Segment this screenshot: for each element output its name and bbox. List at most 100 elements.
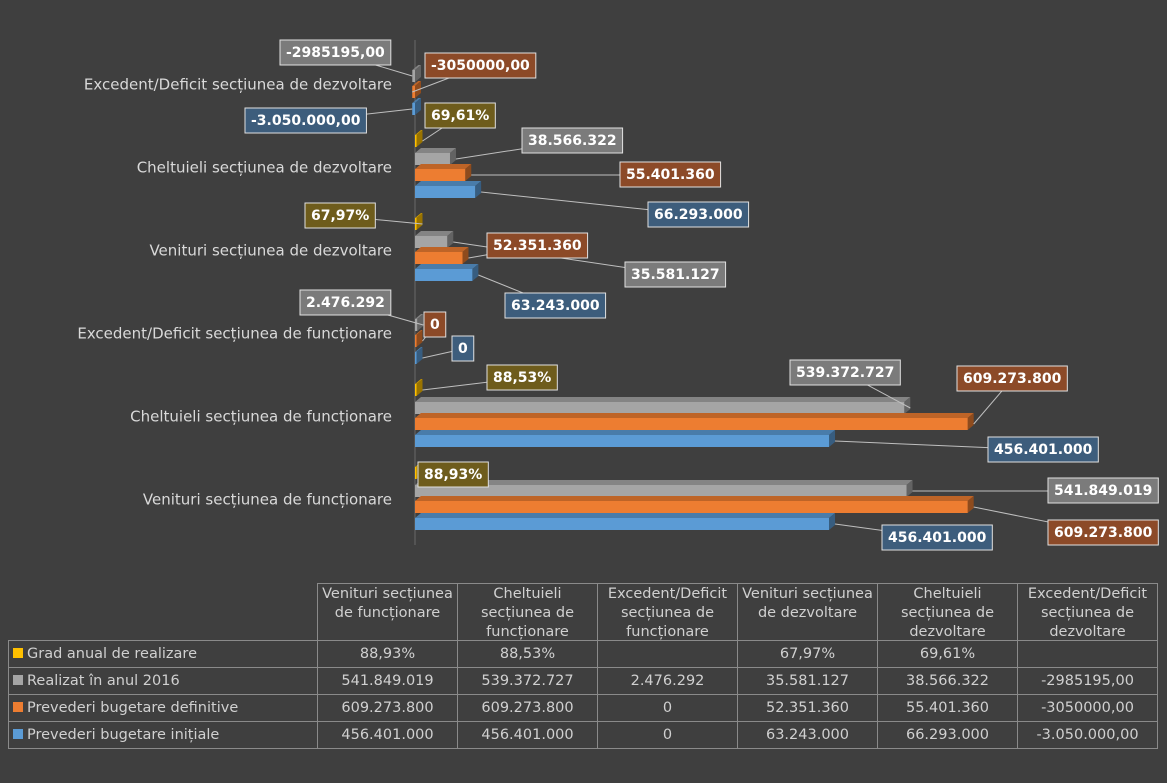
data-label: 0: [458, 341, 468, 357]
table-cell: 456.401.000: [318, 722, 458, 749]
data-label-box: [424, 52, 537, 79]
bar: [415, 181, 482, 198]
table-row-label: Grad anual de realizare: [8, 641, 318, 668]
bar-top: [415, 413, 974, 418]
bar: [415, 231, 454, 248]
bar-top: [415, 379, 423, 384]
bar-top: [415, 513, 836, 518]
bar-top: [415, 347, 423, 352]
bar-face: [415, 319, 418, 331]
bar: [412, 98, 421, 115]
table-cell: 456.401.000: [458, 722, 598, 749]
data-label: 0: [430, 317, 440, 333]
table-cell: 63.243.000: [738, 722, 878, 749]
table-cell: 609.273.800: [318, 695, 458, 722]
bar-face: [415, 402, 905, 414]
table-corner: [8, 583, 318, 641]
bar-side: [967, 496, 974, 513]
bar-top: [415, 181, 482, 186]
bar-top: [415, 430, 836, 435]
category-label: Venituri secțiunea de funcționare: [143, 491, 392, 509]
data-label-box: [521, 127, 624, 154]
data-label-box: [987, 436, 1099, 463]
bar: [415, 148, 456, 165]
data-label: 67,97%: [311, 208, 369, 224]
data-label: 63.243.000: [511, 298, 600, 314]
data-label-box: [299, 289, 392, 316]
table-cell: 88,53%: [458, 641, 598, 668]
bar-face: [415, 501, 968, 513]
table-cell: 0: [598, 695, 738, 722]
bar: [415, 430, 836, 447]
table-header: Excedent/Deficit secțiunea de funcționar…: [598, 583, 738, 641]
bar-top: [415, 480, 913, 485]
table-cell: -2985195,00: [1018, 668, 1158, 695]
bar: [415, 480, 913, 497]
category-label: Cheltuieli secțiunea de funcționare: [130, 408, 392, 426]
bar-side: [829, 513, 836, 530]
bar-side: [462, 247, 469, 264]
table-cell: 609.273.800: [458, 695, 598, 722]
table-header: Excedent/Deficit secțiunea de dezvoltare: [1018, 583, 1158, 641]
table-cell: 69,61%: [878, 641, 1018, 668]
bar-side: [417, 314, 424, 331]
bar-side: [829, 430, 836, 447]
data-label: 55.401.360: [626, 167, 715, 183]
bar-face: [415, 435, 830, 447]
bar-side: [472, 264, 479, 281]
category-label: Venituri secțiunea de dezvoltare: [149, 242, 392, 260]
data-label-box: [279, 39, 392, 66]
bar: [415, 397, 911, 414]
data-label: 38.566.322: [528, 133, 617, 149]
data-label: 88,93%: [424, 467, 482, 483]
bar: [415, 213, 423, 230]
data-label: 541.849.019: [1054, 483, 1152, 499]
legend-key: [13, 675, 23, 685]
data-label: -2985195,00: [286, 45, 385, 61]
bar-side: [447, 231, 454, 248]
table-row-label: Prevederi bugetare definitive: [8, 695, 318, 722]
bar-top: [415, 130, 423, 135]
data-label-box: [244, 107, 367, 134]
table-header: Cheltuieli secțiunea de dezvoltare: [878, 583, 1018, 641]
data-label-box: [1047, 477, 1159, 504]
bar: [415, 164, 472, 181]
table-cell: 2.476.292: [598, 668, 738, 695]
data-label-box: [956, 365, 1068, 392]
bar: [415, 347, 423, 364]
bar-side: [415, 65, 421, 82]
data-label: 35.581.127: [631, 267, 720, 283]
bar: [415, 496, 974, 513]
bar-face: [412, 70, 415, 82]
table-cell: 0: [598, 722, 738, 749]
legend-label: Realizat în anul 2016: [27, 673, 180, 689]
bar: [412, 65, 421, 82]
legend-key: [13, 648, 23, 658]
bar-face: [415, 518, 830, 530]
bar-side: [449, 148, 456, 165]
data-label: -3050000,00: [431, 58, 530, 74]
data-label-box: [486, 232, 589, 259]
bar-face: [415, 252, 463, 264]
data-label: 52.351.360: [493, 238, 582, 254]
table-cell: 541.849.019: [318, 668, 458, 695]
bar-face: [415, 467, 417, 479]
category-label: Cheltuieli secțiunea de dezvoltare: [137, 159, 392, 177]
bar-face: [415, 485, 907, 497]
table-cell: 35.581.127: [738, 668, 878, 695]
table-row-label: Realizat în anul 2016: [8, 668, 318, 695]
bar-face: [415, 186, 476, 198]
bar-side: [416, 213, 423, 230]
table-cell: 52.351.360: [738, 695, 878, 722]
table-cell: [598, 641, 738, 668]
category-label: Excedent/Deficit secțiunea de funcționar…: [77, 325, 392, 343]
plot: Venituri secțiunea de funcționare Cheltui…: [77, 39, 1159, 551]
category-label: Excedent/Deficit secțiunea de dezvoltare: [84, 76, 392, 94]
table-row-label: Prevederi bugetare inițiale: [8, 722, 318, 749]
data-label: 609.273.800: [1054, 525, 1153, 541]
table-cell: 67,97%: [738, 641, 878, 668]
bar-top: [412, 98, 421, 103]
data-label: 66.293.000: [654, 207, 743, 223]
bar-top: [412, 81, 421, 86]
